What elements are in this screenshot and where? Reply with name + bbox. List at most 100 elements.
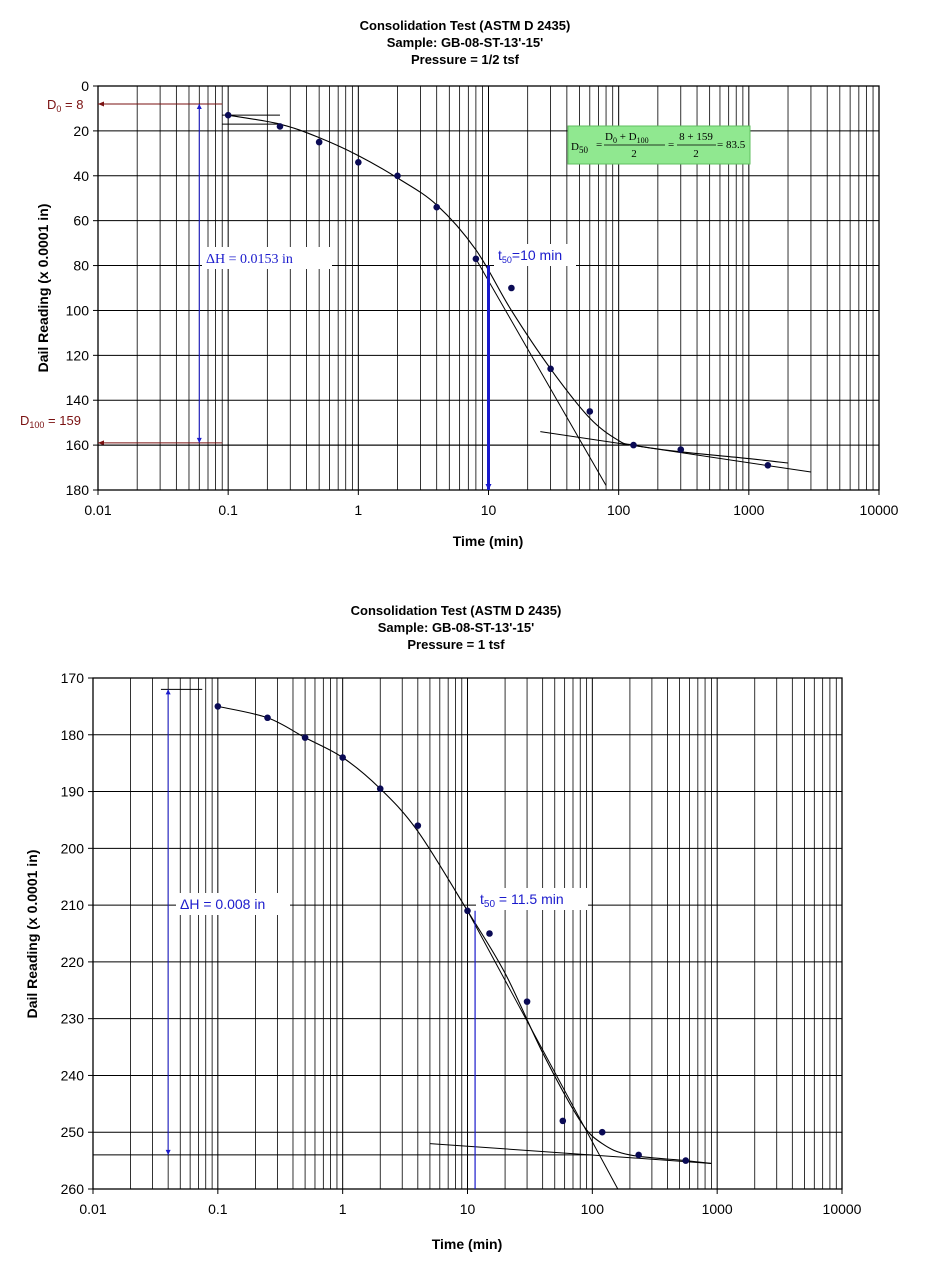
data-point — [598, 1128, 606, 1136]
y-tick-label: 230 — [61, 1011, 85, 1027]
consolidation-curve — [217, 705, 712, 1164]
data-point — [547, 365, 554, 373]
chart2-annotations: ΔH = 0.008 in t50 = 11.5 min — [176, 888, 588, 915]
chart2-title: Consolidation Test (ASTM D 2435) — [351, 603, 562, 618]
data-point — [394, 172, 401, 180]
dh-arrowhead-bottom — [165, 1149, 171, 1155]
data-point — [630, 441, 637, 449]
chart2-y-axis-label: Dail Reading (x 0.0001 in) — [24, 850, 40, 1019]
x-tick-label: 100 — [607, 502, 631, 518]
x-tick-label: 10000 — [860, 502, 899, 518]
data-point — [764, 462, 772, 469]
data-point — [677, 446, 685, 453]
x-tick-label: 1 — [339, 1201, 347, 1217]
data-point — [682, 1157, 690, 1164]
dh2-label: ΔH = 0.008 in — [180, 896, 265, 912]
dh-label: ΔH = 0.0153 in — [206, 252, 293, 267]
tangent-line-primary — [467, 910, 619, 1190]
y-tick-label: 0 — [81, 78, 89, 94]
x-tick-label: 0.01 — [84, 502, 111, 518]
formula-eq1: = — [596, 139, 602, 151]
x-tick-label: 0.1 — [208, 1201, 228, 1217]
chart1-annotations: D0 = 8 D100 = 159 ΔH = 0.0153 in t50=10 … — [20, 97, 751, 430]
y-tick-label: 250 — [61, 1124, 85, 1140]
x-tick-label: 1000 — [702, 1201, 733, 1217]
formula-result: = 83.5 — [717, 139, 746, 151]
chart1-subtitle-sample: Sample: GB-08-ST-13'-15' — [387, 35, 543, 50]
data-point — [376, 785, 384, 793]
y-tick-label: 190 — [61, 784, 85, 800]
d100-arrowhead — [98, 440, 104, 446]
t50-label-bg — [494, 244, 576, 266]
formula-denominator: 2 — [631, 148, 637, 160]
formula-denominator-values: 2 — [693, 148, 699, 160]
y-tick-label: 160 — [66, 437, 90, 453]
x-tick-label: 1000 — [733, 502, 764, 518]
data-point — [635, 1151, 642, 1159]
consolidation-curve — [228, 114, 789, 464]
data-point — [264, 714, 271, 722]
d100-label: D100 = 159 — [20, 413, 81, 430]
chart2-x-axis-label: Time (min) — [432, 1236, 503, 1252]
y-tick-label: 80 — [73, 258, 89, 274]
chart1-y-axis-label: Dail Reading (x 0.0001 in) — [35, 204, 51, 373]
data-point — [301, 734, 309, 741]
y-tick-label: 40 — [73, 168, 89, 184]
x-tick-label: 100 — [581, 1201, 605, 1217]
t50-2-label-bg — [476, 888, 588, 910]
chart1-title: Consolidation Test (ASTM D 2435) — [360, 18, 571, 33]
data-point — [414, 822, 422, 829]
t50-label: t50=10 min — [498, 247, 562, 265]
y-tick-label: 180 — [61, 727, 85, 743]
y-tick-label: 170 — [61, 670, 85, 686]
t50-2-label: t50 = 11.5 min — [480, 891, 564, 910]
data-point — [214, 703, 222, 710]
x-tick-label: 10 — [481, 502, 497, 518]
data-point — [339, 754, 346, 761]
plot-frame — [92, 677, 843, 1190]
y-tick-label: 180 — [66, 482, 90, 498]
data-point — [523, 998, 531, 1005]
data-point — [472, 255, 480, 263]
chart1-subtitle-pressure: Pressure = 1/2 tsf — [411, 52, 520, 67]
data-point — [508, 284, 515, 292]
data-point — [464, 907, 471, 915]
y-tick-label: 240 — [61, 1067, 85, 1083]
data-point — [486, 930, 493, 937]
d0-label: D0 = 8 — [47, 97, 83, 114]
y-tick-label: 200 — [61, 840, 85, 856]
d0-arrowhead — [98, 101, 104, 107]
tangent-line-primary — [475, 258, 607, 486]
chart2-subtitle-sample: Sample: GB-08-ST-13'-15' — [378, 620, 534, 635]
tangent-line-secondary — [429, 1143, 712, 1164]
dh2-label-bg — [176, 893, 290, 915]
d50-formula-box: D50 = D0 + D100 2 = 8 + 159 2 = 83.5 — [567, 125, 751, 165]
y-tick-label: 60 — [73, 213, 89, 229]
y-tick-label: 140 — [66, 392, 90, 408]
dh-arrowhead-bottom — [196, 437, 202, 443]
formula-lhs: D50 — [571, 141, 588, 155]
chart1-titles: Consolidation Test (ASTM D 2435) Sample:… — [360, 18, 571, 67]
y-tick-label: 220 — [61, 954, 85, 970]
data-point — [224, 111, 232, 119]
y-tick-label: 260 — [61, 1181, 85, 1197]
dh-arrowhead-top — [196, 103, 202, 109]
data-point — [586, 408, 594, 415]
x-tick-label: 0.1 — [218, 502, 238, 518]
t50-arrowhead — [485, 484, 492, 490]
y-tick-label: 120 — [66, 347, 90, 363]
data-point — [315, 138, 323, 146]
chart1-x-axis-label: Time (min) — [453, 533, 524, 549]
chart2-plot: 170 180 190 200 210 220 230 240 250 260 0.01 0.1 1 10… — [61, 670, 862, 1217]
x-tick-label: 1 — [354, 502, 362, 518]
dh-label-bg — [202, 247, 332, 269]
y-tick-label: 100 — [66, 302, 90, 318]
formula-eq2: = — [668, 139, 674, 151]
data-point — [559, 1117, 567, 1125]
x-tick-label: 10 — [460, 1201, 476, 1217]
y-tick-label: 20 — [73, 123, 89, 139]
chart2-titles: Consolidation Test (ASTM D 2435) Sample:… — [351, 603, 562, 652]
data-point — [433, 203, 441, 211]
chart2-subtitle-pressure: Pressure = 1 tsf — [407, 637, 505, 652]
